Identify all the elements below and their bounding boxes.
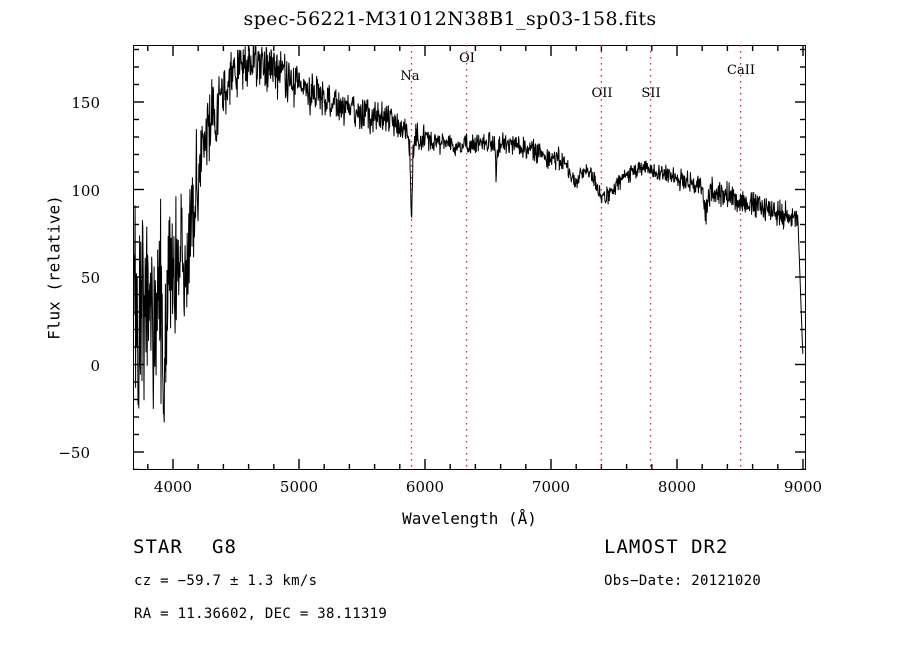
line-label-oii: OII bbox=[591, 86, 613, 101]
x-tick-label-9000: 9000 bbox=[783, 478, 823, 496]
x-tick-label-7000: 7000 bbox=[531, 478, 571, 496]
y-tick-label-150: 150 bbox=[71, 94, 100, 112]
obs-date-value: Obs−Date: 20121020 bbox=[604, 573, 762, 589]
line-label-na: Na bbox=[400, 69, 420, 84]
cz-value: cz = −59.7 ± 1.3 km/s bbox=[134, 573, 318, 589]
line-label-sii: SII bbox=[641, 86, 661, 101]
y-tick-label-minus50: −50 bbox=[58, 444, 90, 462]
object-type-label: STAR bbox=[133, 536, 183, 558]
x-tick-label-6000: 6000 bbox=[405, 478, 445, 496]
spectral-class-label: G8 bbox=[212, 536, 237, 558]
x-tick-label-4000: 4000 bbox=[153, 478, 193, 496]
line-label-caii: CaII bbox=[727, 63, 755, 78]
survey-label: LAMOST DR2 bbox=[604, 536, 729, 558]
coordinates-value: RA = 11.36602, DEC = 38.11319 bbox=[134, 606, 388, 622]
figure-title: spec-56221-M31012N38B1_sp03-158.fits bbox=[243, 8, 657, 30]
plot-frame bbox=[133, 45, 806, 470]
x-tick-label-5000: 5000 bbox=[279, 478, 319, 496]
x-axis-label: Wavelength (Å) bbox=[402, 509, 537, 528]
line-label-oi: OI bbox=[459, 51, 475, 66]
y-tick-label-0: 0 bbox=[90, 357, 100, 375]
spectrum-plot-canvas bbox=[133, 45, 806, 470]
y-tick-label-50: 50 bbox=[80, 269, 100, 287]
x-tick-label-8000: 8000 bbox=[657, 478, 697, 496]
y-tick-label-100: 100 bbox=[71, 182, 100, 200]
